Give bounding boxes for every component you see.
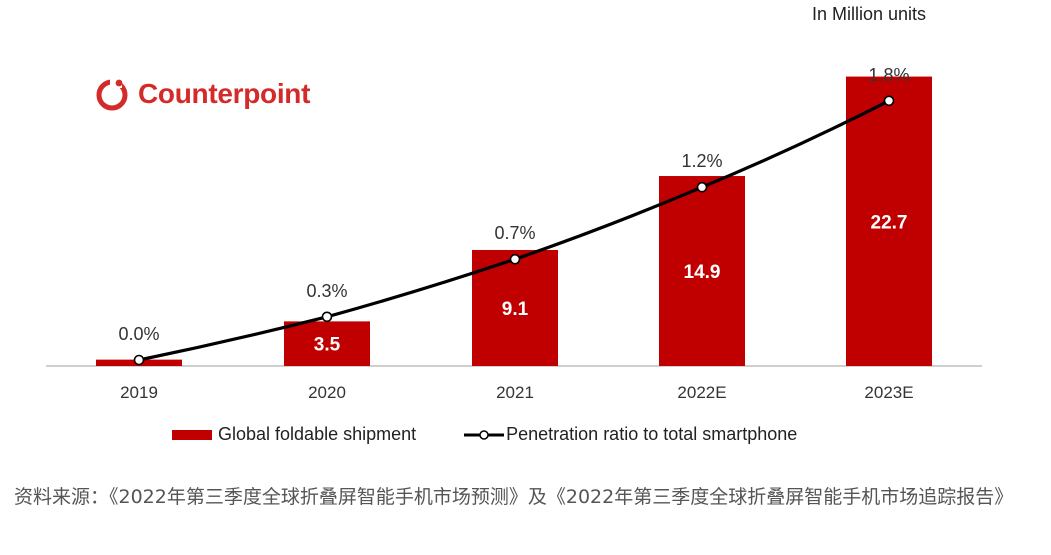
line-value-label: 0.0% [118, 324, 159, 344]
line-point [883, 95, 895, 107]
unit-note: In Million units [812, 4, 927, 24]
legend-item-line: Penetration ratio to total smartphone [462, 424, 797, 445]
category-label: 2021 [496, 383, 534, 402]
legend-label-bar: Global foldable shipment [218, 424, 417, 444]
chart: 2019 3.5 2020 9.1 2021 14.9 2022E 22.7 2023E 0.0%… [46, 65, 982, 402]
bar-value-label: 22.7 [871, 212, 908, 233]
bar-value-label: 3.5 [314, 335, 341, 356]
category-label: 2020 [308, 383, 346, 402]
line-value-label: 1.2% [681, 151, 722, 171]
line-point [509, 253, 521, 265]
line-point [696, 181, 708, 193]
logo-text: Counterpoint [138, 78, 311, 109]
bar-value-label: 14.9 [684, 262, 721, 283]
line-point [133, 354, 145, 366]
legend: Global foldable shipment Penetration rat… [172, 424, 797, 445]
category-label: 2019 [120, 383, 158, 402]
counterpoint-logo-icon [96, 78, 128, 111]
line-value-label: 1.8% [868, 65, 909, 85]
legend-item-bar: Global foldable shipment [172, 424, 416, 445]
category-label: 2022E [677, 383, 726, 402]
bar-2023E [846, 76, 932, 366]
bar-2020 [284, 321, 370, 366]
line-value-label: 0.3% [306, 281, 347, 301]
line-point [321, 311, 333, 323]
legend-swatch-bar [172, 429, 212, 440]
category-label: 2023E [864, 383, 913, 402]
line-value-label: 0.7% [494, 223, 535, 243]
legend-swatch-line [464, 429, 505, 440]
bar-2022E [659, 176, 745, 366]
counterpoint-logo: Counterpoint [94, 76, 310, 112]
source-caption: 资料来源：《2022年第三季度全球折叠屏智能手机市场预测》及《2022年第三季度… [14, 486, 1014, 508]
legend-label-line: Penetration ratio to total smartphone [506, 424, 798, 444]
bar-value-label: 9.1 [502, 299, 529, 320]
